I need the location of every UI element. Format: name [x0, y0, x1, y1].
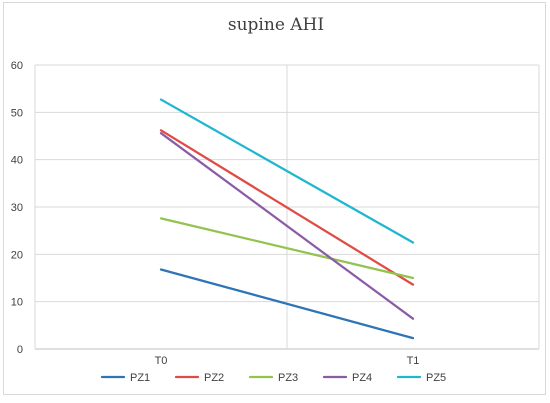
legend-label-pz4: PZ4 [352, 372, 372, 384]
series-line-pz2 [159, 129, 415, 286]
series-line-pz3 [159, 217, 415, 280]
chart-title: supine AHI [228, 15, 324, 35]
legend-label-pz3: PZ3 [278, 372, 298, 384]
chart-frame [3, 2, 546, 395]
legend: PZ1 PZ2 PZ3 PZ4 PZ5 [100, 372, 446, 384]
legend-label-pz2: PZ2 [204, 372, 224, 384]
y-tick-label: 30 [11, 202, 23, 214]
y-tick-label: 0 [17, 344, 23, 356]
y-tick-label: 20 [11, 249, 23, 261]
x-tick-label: T0 [155, 355, 168, 367]
series-line-pz4 [159, 132, 415, 320]
series-lines [159, 98, 415, 340]
y-tick-label: 60 [11, 60, 23, 72]
series-line-pz5 [159, 98, 415, 244]
legend-label-pz1: PZ1 [130, 372, 150, 384]
y-tick-label: 50 [11, 107, 23, 119]
legend-label-pz5: PZ5 [426, 372, 446, 384]
y-tick-label: 40 [11, 155, 23, 167]
y-axis: 0 10 20 30 40 50 60 [11, 60, 23, 356]
y-tick-label: 10 [11, 297, 23, 309]
series-line-pz1 [159, 268, 415, 340]
x-tick-label: T1 [407, 355, 420, 367]
x-axis: T0 T1 [155, 355, 420, 367]
